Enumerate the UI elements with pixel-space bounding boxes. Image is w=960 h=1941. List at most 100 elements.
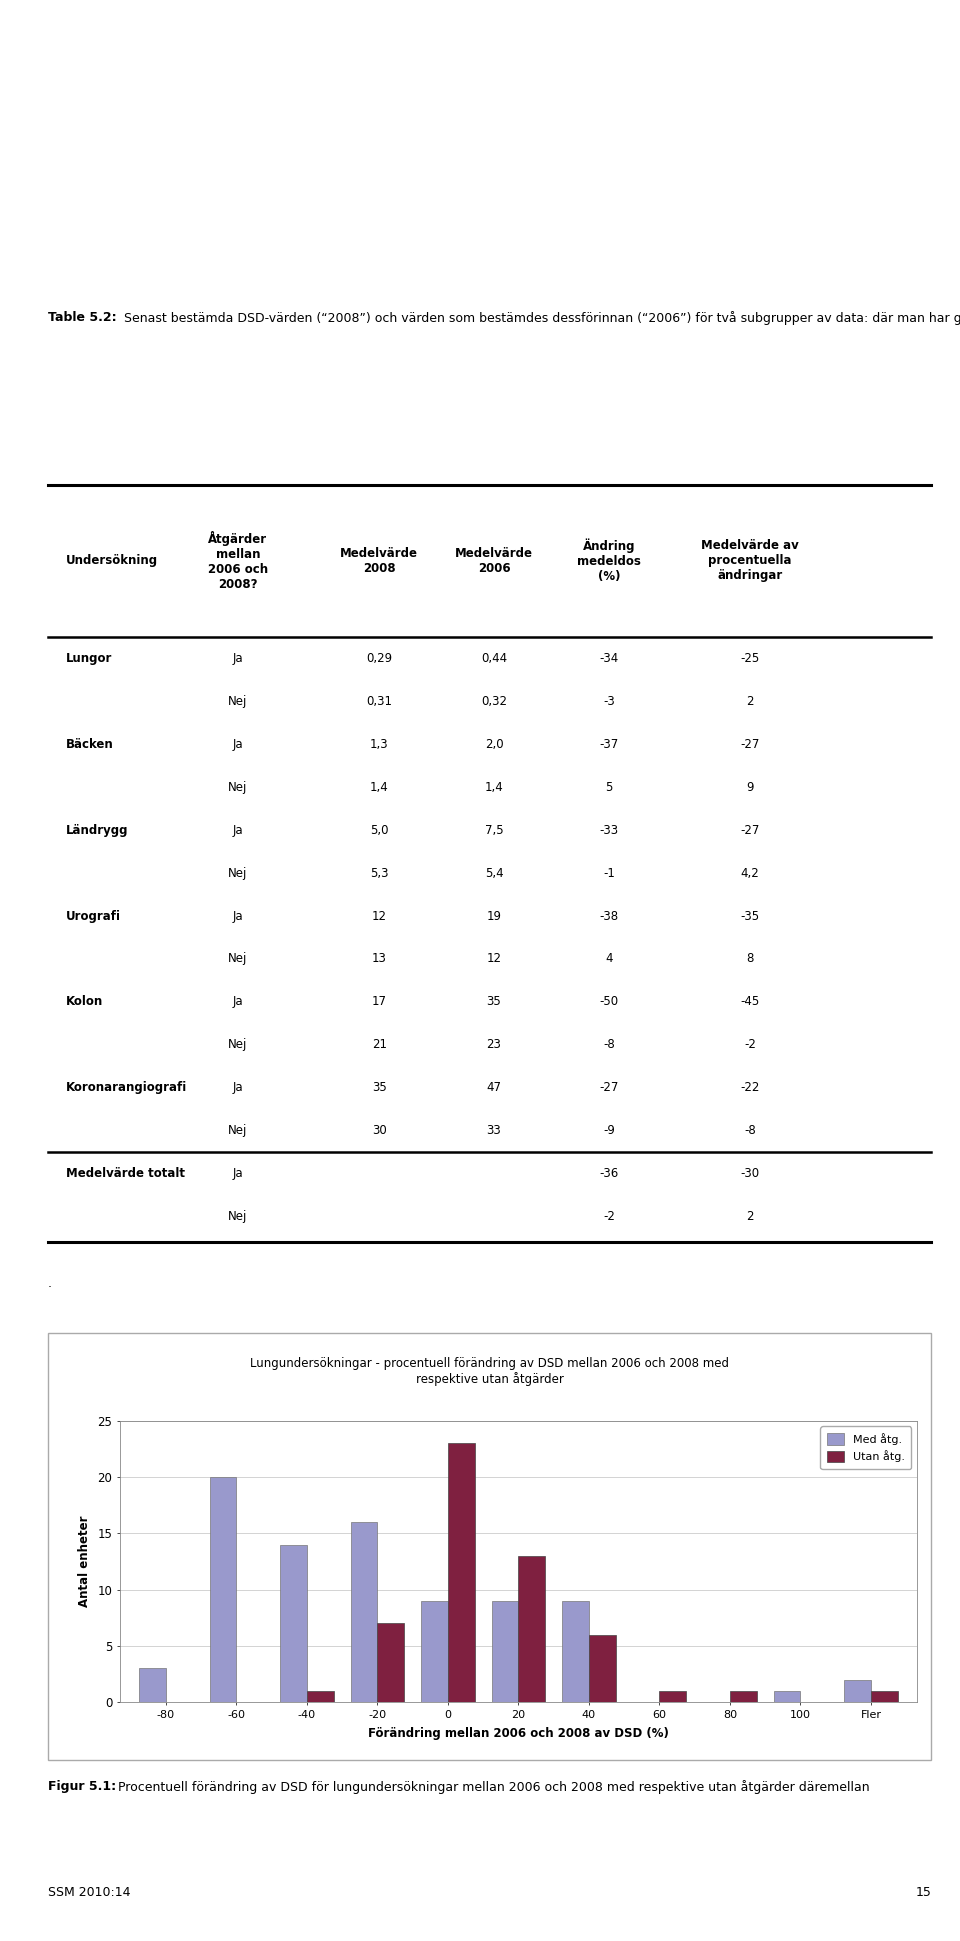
- Text: 2: 2: [746, 1211, 754, 1223]
- Text: 8: 8: [747, 953, 754, 965]
- Text: 7,5: 7,5: [485, 823, 503, 837]
- Text: -25: -25: [740, 652, 759, 664]
- Bar: [139, 1669, 166, 1702]
- Text: 23: 23: [487, 1038, 501, 1052]
- Text: Nej: Nej: [228, 953, 248, 965]
- Text: Ja: Ja: [232, 1167, 243, 1180]
- Text: Figur 5.1:: Figur 5.1:: [48, 1780, 116, 1793]
- Text: Nej: Nej: [228, 866, 248, 879]
- Bar: [518, 1557, 545, 1702]
- Text: 33: 33: [487, 1124, 501, 1137]
- Text: -38: -38: [599, 910, 618, 922]
- Text: -1: -1: [603, 866, 614, 879]
- Text: 17: 17: [372, 996, 387, 1009]
- Text: Ja: Ja: [232, 738, 243, 751]
- Text: Medelvärde
2008: Medelvärde 2008: [340, 547, 419, 575]
- Bar: [307, 1691, 334, 1702]
- Text: -27: -27: [740, 823, 759, 837]
- Text: 0,31: 0,31: [366, 695, 393, 708]
- Text: 2,0: 2,0: [485, 738, 503, 751]
- Text: 1,4: 1,4: [370, 780, 389, 794]
- Text: 1,4: 1,4: [485, 780, 503, 794]
- Text: -27: -27: [599, 1081, 618, 1095]
- Text: -33: -33: [599, 823, 618, 837]
- Text: Nej: Nej: [228, 780, 248, 794]
- Text: 1,3: 1,3: [370, 738, 389, 751]
- Legend: Med åtg., Utan åtg.: Med åtg., Utan åtg.: [821, 1427, 911, 1469]
- Bar: [448, 1444, 474, 1702]
- Bar: [492, 1601, 518, 1702]
- Text: 4,2: 4,2: [741, 866, 759, 879]
- Text: -34: -34: [599, 652, 618, 664]
- Text: 0,32: 0,32: [481, 695, 507, 708]
- Text: Ja: Ja: [232, 1081, 243, 1095]
- Text: SSM 2010:14: SSM 2010:14: [48, 1887, 131, 1898]
- Text: -30: -30: [740, 1167, 759, 1180]
- Text: 35: 35: [372, 1081, 387, 1095]
- Text: -2: -2: [744, 1038, 756, 1052]
- Text: 2: 2: [746, 695, 754, 708]
- Text: -22: -22: [740, 1081, 759, 1095]
- Text: 30: 30: [372, 1124, 387, 1137]
- Text: -37: -37: [599, 738, 618, 751]
- Text: 13: 13: [372, 953, 387, 965]
- Text: 5,0: 5,0: [370, 823, 389, 837]
- Text: 21: 21: [372, 1038, 387, 1052]
- Text: 12: 12: [487, 953, 501, 965]
- Text: Procentuell förändring av DSD för lungundersökningar mellan 2006 och 2008 med re: Procentuell förändring av DSD för lungun…: [114, 1780, 870, 1793]
- Bar: [280, 1545, 307, 1702]
- Text: Ja: Ja: [232, 996, 243, 1009]
- Text: Lungundersökningar - procentuell förändring av DSD mellan 2006 och 2008 med
resp: Lungundersökningar - procentuell förändr…: [251, 1357, 729, 1386]
- X-axis label: Förändring mellan 2006 och 2008 av DSD (%): Förändring mellan 2006 och 2008 av DSD (…: [368, 1727, 669, 1739]
- Bar: [563, 1601, 588, 1702]
- Text: -27: -27: [740, 738, 759, 751]
- Text: 0,29: 0,29: [366, 652, 393, 664]
- Text: Senast bestämda DSD-värden (“2008”) och värden som bestämdes dessförinnan (“2006: Senast bestämda DSD-värden (“2008”) och …: [120, 311, 960, 324]
- Text: 5: 5: [605, 780, 612, 794]
- Text: Undersökning: Undersökning: [65, 555, 157, 567]
- Text: -3: -3: [603, 695, 614, 708]
- Text: -2: -2: [603, 1211, 614, 1223]
- Text: Nej: Nej: [228, 695, 248, 708]
- Text: .: .: [48, 1277, 52, 1291]
- Text: 9: 9: [746, 780, 754, 794]
- Bar: [588, 1634, 615, 1702]
- Bar: [421, 1601, 448, 1702]
- Bar: [209, 1477, 236, 1702]
- Text: 19: 19: [487, 910, 501, 922]
- Text: Åtgärder
mellan
2006 och
2008?: Åtgärder mellan 2006 och 2008?: [207, 532, 268, 590]
- Y-axis label: Antal enheter: Antal enheter: [78, 1516, 90, 1607]
- Text: -8: -8: [744, 1124, 756, 1137]
- Text: 4: 4: [605, 953, 612, 965]
- Text: -45: -45: [740, 996, 759, 1009]
- Text: 5,4: 5,4: [485, 866, 503, 879]
- Text: Ja: Ja: [232, 910, 243, 922]
- Text: -50: -50: [599, 996, 618, 1009]
- Bar: [377, 1623, 404, 1702]
- Text: Medelvärde totalt: Medelvärde totalt: [65, 1167, 184, 1180]
- Bar: [774, 1691, 801, 1702]
- Text: -36: -36: [599, 1167, 618, 1180]
- Text: Medelvärde av
procentuella
ändringar: Medelvärde av procentuella ändringar: [701, 540, 799, 582]
- Text: Ländrygg: Ländrygg: [65, 823, 129, 837]
- Bar: [871, 1691, 898, 1702]
- Text: 5,3: 5,3: [370, 866, 389, 879]
- Text: Nej: Nej: [228, 1124, 248, 1137]
- Text: -35: -35: [740, 910, 759, 922]
- Text: Urografi: Urografi: [65, 910, 121, 922]
- Text: -8: -8: [603, 1038, 614, 1052]
- Text: Table 5.2:: Table 5.2:: [48, 311, 116, 324]
- Text: Lungor: Lungor: [65, 652, 112, 664]
- Bar: [844, 1679, 871, 1702]
- Text: 12: 12: [372, 910, 387, 922]
- Text: Medelvärde
2006: Medelvärde 2006: [455, 547, 533, 575]
- Bar: [730, 1691, 756, 1702]
- Text: Nej: Nej: [228, 1211, 248, 1223]
- Text: 0,44: 0,44: [481, 652, 507, 664]
- Text: Ändring
medeldos
(%): Ändring medeldos (%): [577, 540, 640, 582]
- Text: Koronarangiografi: Koronarangiografi: [65, 1081, 187, 1095]
- Text: -9: -9: [603, 1124, 614, 1137]
- Text: Kolon: Kolon: [65, 996, 103, 1009]
- Text: Ja: Ja: [232, 652, 243, 664]
- Text: 15: 15: [915, 1887, 931, 1898]
